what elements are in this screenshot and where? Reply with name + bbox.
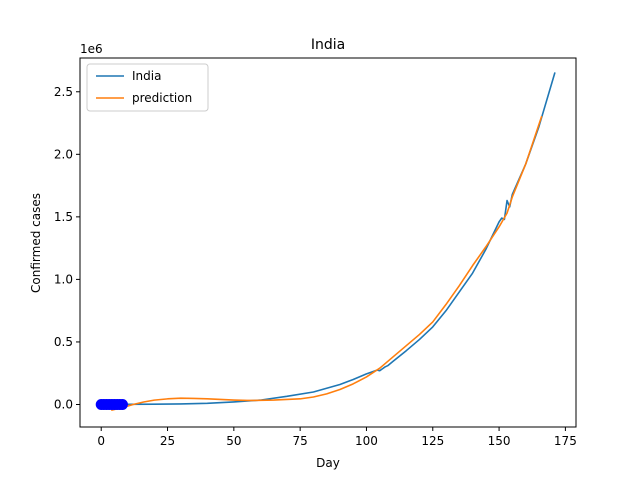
y-tick-label: 1.0 [54, 272, 73, 286]
axes-frame [79, 57, 577, 428]
y-tick-label: 1.5 [54, 210, 73, 224]
y-axis-offset-label: 1e6 [80, 42, 103, 56]
legend-label-india: India [132, 69, 161, 83]
legend-label-prediction: prediction [132, 91, 192, 105]
x-tick-label: 100 [355, 434, 378, 448]
y-tick-label: 0.0 [54, 397, 73, 411]
y-tick-label: 2.0 [54, 147, 73, 161]
x-tick-label: 25 [160, 434, 175, 448]
y-tick-label: 2.5 [54, 85, 73, 99]
plot-area: 0 25 50 75 100 125 150 175 0.0 0.5 1.0 1.5 2.0 2.5 [54, 57, 577, 448]
legend: India prediction [86, 63, 209, 112]
y-tick-label: 0.5 [54, 335, 73, 349]
chart-title: India [311, 37, 345, 53]
x-tick-label: 150 [488, 434, 511, 448]
scatter-point [116, 398, 128, 410]
x-axis-label: Day [316, 456, 340, 470]
y-axis-label: Confirmed cases [29, 193, 43, 293]
x-tick-label: 75 [293, 434, 308, 448]
x-tick-label: 125 [421, 434, 444, 448]
x-tick-label: 0 [97, 434, 105, 448]
x-tick-label: 175 [554, 434, 577, 448]
series-line-1 [111, 115, 543, 411]
x-tick-label: 50 [226, 434, 241, 448]
